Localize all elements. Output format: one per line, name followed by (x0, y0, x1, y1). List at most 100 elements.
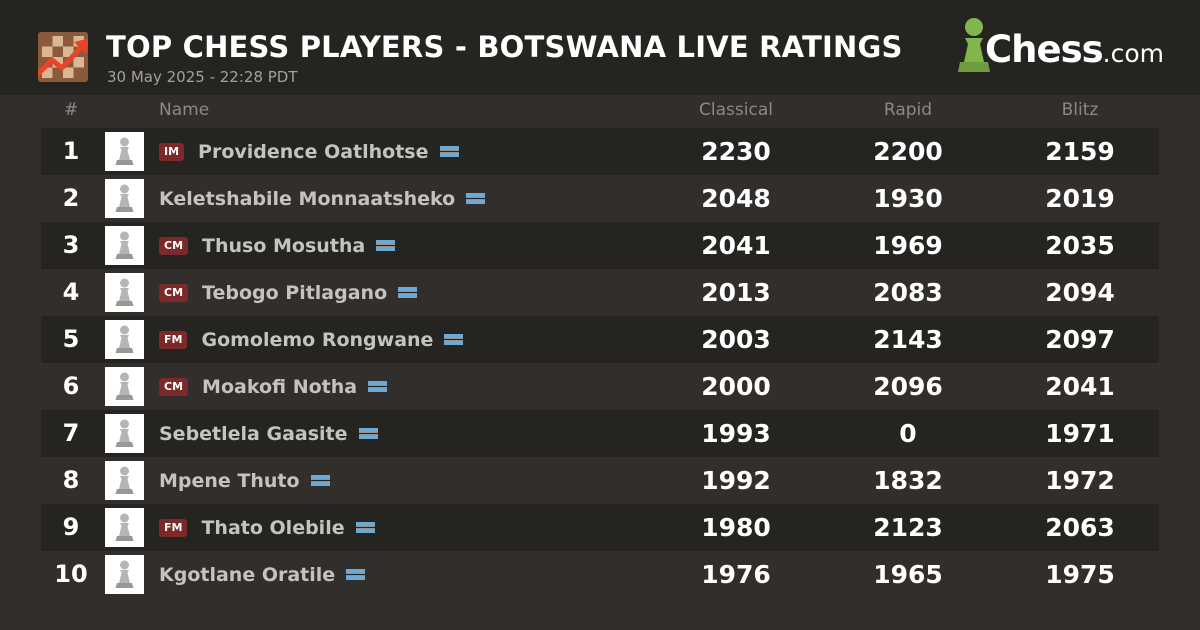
rapid-rating: 0 (899, 419, 917, 448)
blitz-rating: 1971 (1045, 419, 1115, 448)
avatar[interactable] (105, 273, 144, 312)
player-name[interactable]: Mpene Thuto (159, 469, 300, 492)
classical-rating: 2230 (701, 137, 771, 166)
player-cell: CM Thuso Mosutha (159, 222, 396, 269)
player-cell: CM Tebogo Pitlagano (159, 269, 418, 316)
botswana-flag-icon (444, 334, 464, 345)
avatar[interactable] (105, 508, 144, 547)
rank: 8 (62, 466, 80, 494)
table-row[interactable]: 9 FM Thato Olebile 1980 2123 2063 (41, 504, 1159, 551)
table-row[interactable]: 8 Mpene Thuto 1992 1832 1972 (41, 457, 1159, 504)
player-name[interactable]: Moakofi Notha (202, 375, 358, 398)
table-row[interactable]: 6 CM Moakofi Notha 2000 2096 2041 (41, 363, 1159, 410)
title-badge: CM (159, 283, 189, 302)
column-header-rapid: Rapid (883, 100, 933, 120)
rank: 10 (54, 560, 88, 588)
title-badge: CM (159, 236, 189, 255)
green-pawn-icon (958, 18, 990, 72)
ratings-table: 1 IM Providence Oatlhotse 2230 2200 2159 2 Kele… (41, 128, 1159, 598)
player-name[interactable]: Gomolemo Rongwane (201, 328, 434, 351)
blitz-rating: 2041 (1045, 372, 1115, 401)
rapid-rating: 2083 (873, 278, 943, 307)
classical-rating: 2003 (701, 325, 771, 354)
player-name[interactable]: Tebogo Pitlagano (202, 281, 388, 304)
title-badge: CM (159, 377, 189, 396)
botswana-flag-icon (310, 475, 330, 486)
rapid-rating: 1930 (873, 184, 943, 213)
title-badge: IM (159, 142, 185, 161)
column-header-name: Name (159, 100, 210, 120)
trending-chessboard-icon (33, 32, 90, 82)
player-name[interactable]: Keletshabile Monnaatsheko (159, 187, 456, 210)
blitz-rating: 2159 (1045, 137, 1115, 166)
botswana-flag-icon (358, 428, 378, 439)
botswana-flag-icon (466, 193, 486, 204)
botswana-flag-icon (346, 569, 366, 580)
table-row[interactable]: 5 FM Gomolemo Rongwane 2003 2143 2097 (41, 316, 1159, 363)
rank: 2 (62, 184, 80, 212)
classical-rating: 1992 (701, 466, 771, 495)
classical-rating: 2048 (701, 184, 771, 213)
player-name[interactable]: Providence Oatlhotse (198, 140, 429, 163)
brand-name: Chess.com (985, 28, 1164, 71)
player-name[interactable]: Kgotlane Oratile (159, 563, 336, 586)
rapid-rating: 1969 (873, 231, 943, 260)
player-name[interactable]: Thato Olebile (201, 516, 345, 539)
player-name[interactable]: Thuso Mosutha (202, 234, 366, 257)
table-row[interactable]: 2 Keletshabile Monnaatsheko 2048 1930 2019 (41, 175, 1159, 222)
blitz-rating: 1975 (1045, 560, 1115, 589)
rapid-rating: 2123 (873, 513, 943, 542)
rank: 6 (62, 372, 80, 400)
botswana-flag-icon (355, 522, 375, 533)
rapid-rating: 1965 (873, 560, 943, 589)
classical-rating: 1980 (701, 513, 771, 542)
classical-rating: 2041 (701, 231, 771, 260)
blitz-rating: 2094 (1045, 278, 1115, 307)
player-cell: IM Providence Oatlhotse (159, 128, 459, 175)
rank: 4 (62, 278, 80, 306)
chess-com-logo[interactable]: Chess.com (955, 16, 1165, 78)
blitz-rating: 2063 (1045, 513, 1115, 542)
rank: 9 (62, 513, 80, 541)
classical-rating: 1976 (701, 560, 771, 589)
rank: 1 (62, 137, 80, 165)
player-cell: Sebetlela Gaasite (159, 410, 378, 457)
classical-rating: 1993 (701, 419, 771, 448)
column-header-blitz: Blitz (1061, 100, 1099, 120)
avatar[interactable] (105, 179, 144, 218)
botswana-flag-icon (439, 146, 459, 157)
avatar[interactable] (105, 132, 144, 171)
avatar[interactable] (105, 414, 144, 453)
player-cell: CM Moakofi Notha (159, 363, 388, 410)
column-header-classical: Classical (699, 100, 773, 120)
timestamp: 30 May 2025 - 22:28 PDT (107, 68, 298, 86)
blitz-rating: 2097 (1045, 325, 1115, 354)
title-badge: FM (159, 518, 188, 537)
rapid-rating: 2096 (873, 372, 943, 401)
title-badge: FM (159, 330, 188, 349)
player-name[interactable]: Sebetlela Gaasite (159, 422, 348, 445)
botswana-flag-icon (398, 287, 418, 298)
classical-rating: 2000 (701, 372, 771, 401)
table-row[interactable]: 1 IM Providence Oatlhotse 2230 2200 2159 (41, 128, 1159, 175)
blitz-rating: 1972 (1045, 466, 1115, 495)
header: TOP CHESS PLAYERS - BOTSWANA LIVE RATING… (0, 0, 1200, 95)
avatar[interactable] (105, 555, 144, 594)
blitz-rating: 2019 (1045, 184, 1115, 213)
table-row[interactable]: 10 Kgotlane Oratile 1976 1965 1975 (41, 551, 1159, 598)
player-cell: FM Thato Olebile (159, 504, 375, 551)
rapid-rating: 1832 (873, 466, 943, 495)
table-row[interactable]: 7 Sebetlela Gaasite 1993 0 1971 (41, 410, 1159, 457)
blitz-rating: 2035 (1045, 231, 1115, 260)
botswana-flag-icon (376, 240, 396, 251)
table-row[interactable]: 4 CM Tebogo Pitlagano 2013 2083 2094 (41, 269, 1159, 316)
rank: 7 (62, 419, 80, 447)
avatar[interactable] (105, 367, 144, 406)
avatar[interactable] (105, 461, 144, 500)
rank: 5 (62, 325, 80, 353)
avatar[interactable] (105, 226, 144, 265)
player-cell: Keletshabile Monnaatsheko (159, 175, 486, 222)
avatar[interactable] (105, 320, 144, 359)
rank: 3 (62, 231, 80, 259)
table-row[interactable]: 3 CM Thuso Mosutha 2041 1969 2035 (41, 222, 1159, 269)
